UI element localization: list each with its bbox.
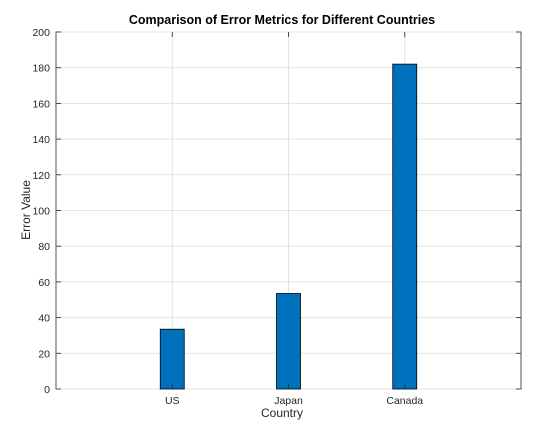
y-tick-label: 100 <box>32 206 50 218</box>
y-tick-label: 120 <box>32 170 50 182</box>
y-tick-label: 160 <box>32 98 50 110</box>
x-tick-label: Canada <box>386 395 423 407</box>
y-tick-label: 0 <box>44 384 50 396</box>
y-tick-label: 200 <box>32 27 50 39</box>
bars <box>159 63 418 390</box>
chart-title: Comparison of Error Metrics for Differen… <box>129 13 435 27</box>
bar-canada <box>392 63 418 390</box>
bar-us <box>159 328 185 390</box>
y-tick-label: 60 <box>38 277 50 289</box>
bar-japan <box>276 293 301 390</box>
x-tick-labels: US Japan Canada <box>165 395 423 407</box>
y-tick-label: 140 <box>32 134 50 146</box>
y-axis-label: Error Value <box>19 180 33 240</box>
x-axis-label: Country <box>261 406 303 420</box>
x-tick-label: US <box>165 395 180 407</box>
y-tick-label: 180 <box>32 63 50 75</box>
y-tick-label: 40 <box>38 313 50 325</box>
y-tick-labels: 0 20 40 60 80 100 120 140 160 180 200 <box>32 27 50 396</box>
y-tick-label: 20 <box>38 348 50 360</box>
x-tick-label: Japan <box>274 395 303 407</box>
tick-marks <box>56 31 521 390</box>
y-tick-label: 80 <box>38 241 50 253</box>
